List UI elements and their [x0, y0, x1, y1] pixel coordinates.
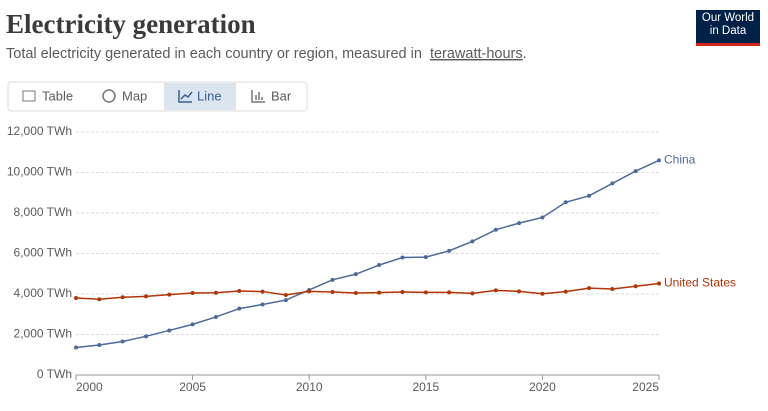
- data-point: [190, 290, 195, 295]
- data-point: [74, 296, 78, 301]
- data-point: [563, 289, 568, 294]
- data-point: [260, 289, 265, 294]
- data-point: [213, 290, 218, 295]
- data-point: [190, 322, 195, 327]
- data-point: [610, 286, 615, 291]
- logo[interactable]: Our World in Data: [696, 10, 760, 46]
- y-tick-label: 2,000 TWh: [14, 327, 72, 341]
- data-point: [447, 248, 452, 253]
- data-point: [400, 289, 405, 294]
- data-point: [470, 291, 475, 296]
- tab[interactable]: Map: [122, 88, 147, 103]
- tab-active: [164, 83, 236, 110]
- data-point: [167, 328, 172, 333]
- data-point: [563, 200, 568, 205]
- chart-title: Electricity generation: [6, 9, 256, 39]
- data-point: [377, 290, 382, 295]
- data-point: [540, 291, 545, 296]
- logo-wrap: Our World in Data: [701, 12, 755, 37]
- data-point: [237, 306, 242, 311]
- data-point: [237, 288, 242, 293]
- y-tick-label: 4,000 TWh: [14, 286, 72, 300]
- y-tick-label: 10,000 TWh: [7, 165, 72, 179]
- data-point: [143, 294, 148, 299]
- data-point: [470, 239, 475, 244]
- data-point: [493, 227, 498, 232]
- data-point: [353, 290, 358, 295]
- logo-text: Our World in Data: [701, 12, 755, 37]
- tab[interactable]: Line: [197, 88, 222, 103]
- series-line: [75, 159, 660, 349]
- data-point: [143, 334, 148, 339]
- data-point: [610, 181, 615, 186]
- data-point: [633, 284, 638, 289]
- series-label: United States: [664, 276, 736, 290]
- data-point: [97, 343, 102, 348]
- data-point: [423, 255, 428, 260]
- data-point: [400, 255, 405, 260]
- logo-stripe: [696, 43, 760, 46]
- x-tick-label: 2015: [412, 380, 439, 394]
- x-tick-label: 2010: [296, 380, 323, 394]
- y-tick-label: 0 TWh: [37, 367, 72, 381]
- data-point: [260, 302, 265, 307]
- y-tick-label: 8,000 TWh: [14, 205, 72, 219]
- logo-box: [696, 10, 760, 46]
- data-point: [283, 293, 288, 298]
- data-point: [97, 297, 102, 302]
- subtitle: Total electricity generated in each coun…: [6, 46, 527, 62]
- data-point: [120, 295, 125, 300]
- data-point: [657, 281, 661, 286]
- data-point: [633, 169, 638, 174]
- subtitle-end: .: [523, 46, 527, 62]
- data-point: [377, 263, 382, 268]
- x-tick-label: 2005: [179, 380, 206, 394]
- x-tick-label: 2020: [529, 380, 556, 394]
- series-label: China: [664, 153, 696, 167]
- data-point: [283, 298, 288, 303]
- data-point: [447, 290, 452, 295]
- data-point: [587, 286, 592, 291]
- data-point: [540, 215, 545, 220]
- data-point: [657, 158, 661, 163]
- data-point: [493, 288, 498, 293]
- data-point: [167, 292, 172, 297]
- tab[interactable]: Table: [42, 88, 73, 103]
- data-point: [517, 221, 522, 226]
- data-point: [353, 272, 358, 277]
- tab[interactable]: Bar: [271, 88, 292, 103]
- data-point: [330, 277, 335, 282]
- y-tick-label: 12,000 TWh: [7, 124, 72, 138]
- series-line: [75, 282, 660, 301]
- data-point: [423, 290, 428, 295]
- icon-table: [22, 90, 36, 102]
- data-point: [307, 289, 312, 294]
- subtitle-link[interactable]: terawatt-hours: [430, 46, 523, 62]
- x-tick-label: 2000: [76, 380, 103, 394]
- data-point: [120, 339, 125, 344]
- data-point: [330, 289, 335, 294]
- data-point: [213, 314, 218, 319]
- icon-map: [102, 89, 116, 103]
- icon-line: [178, 90, 193, 103]
- data-point: [587, 193, 592, 198]
- data-point: [74, 345, 78, 350]
- x-tick-label: 2025: [632, 380, 659, 394]
- tab-bar: Table Map Line Bar: [7, 81, 308, 112]
- data-point: [517, 289, 522, 294]
- y-tick-label: 6,000 TWh: [14, 246, 72, 260]
- icon-bar: [251, 90, 265, 103]
- subtitle-text: Total electricity generated in each coun…: [6, 46, 422, 62]
